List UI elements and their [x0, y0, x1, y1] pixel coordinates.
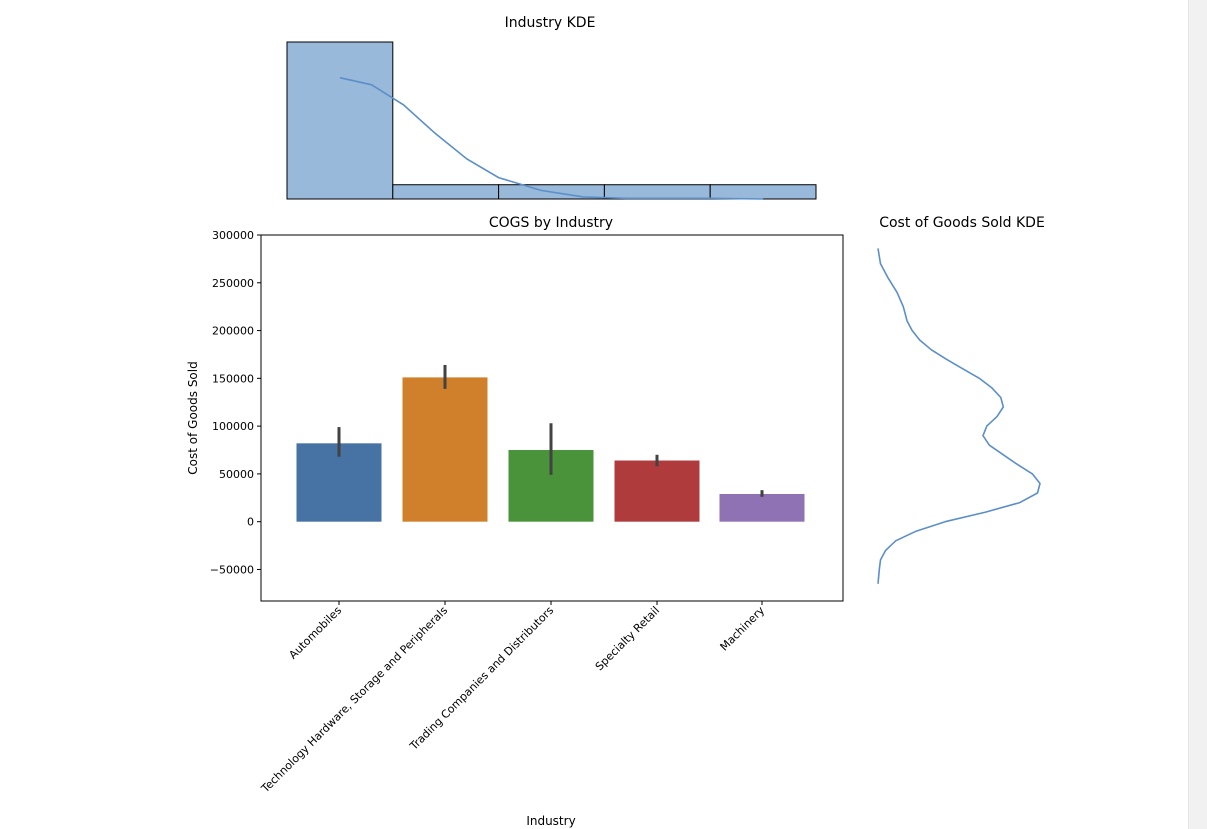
- y-tick-label: 150000: [212, 372, 254, 385]
- cogs-kde-line: [877, 248, 1041, 584]
- y-axis-label: Cost of Goods Sold: [186, 361, 200, 474]
- bar-4: [614, 460, 700, 522]
- scrollbar[interactable]: [1188, 0, 1207, 829]
- industry-kde-panel: Industry KDE: [286, 15, 817, 200]
- bar-chart-title: COGS by Industry: [489, 215, 613, 231]
- y-tick-label: 50000: [219, 468, 254, 481]
- bar-2: [402, 377, 488, 522]
- cogs-kde-panel: Cost of Goods Sold KDE: [877, 215, 1045, 584]
- x-axis-label: Industry: [526, 814, 575, 828]
- hist-bar: [603, 184, 711, 200]
- y-tick-label: 200000: [212, 325, 254, 338]
- y-tick-label: 300000: [212, 229, 254, 242]
- hist-title: Industry KDE: [505, 15, 596, 31]
- y-tick-label: 100000: [212, 420, 254, 433]
- x-tick-label: Specialty Retail: [593, 604, 662, 673]
- x-tick-label: Machinery: [718, 604, 768, 654]
- hist-bar: [392, 184, 500, 200]
- hist-bar: [286, 41, 394, 200]
- x-tick-label: Technology Hardware, Storage and Periphe…: [258, 604, 450, 796]
- cogs-bar-chart: COGS by Industry −50000 0 50000 100000 15000…: [186, 215, 844, 828]
- y-tick-label: −50000: [210, 563, 254, 576]
- kde-title: Cost of Goods Sold KDE: [879, 215, 1045, 231]
- y-tick-label: 0: [247, 516, 254, 529]
- hist-bar: [709, 184, 817, 200]
- y-tick-label: 250000: [212, 277, 254, 290]
- bar-5: [719, 493, 805, 522]
- hist-kde-line: [339, 76, 764, 200]
- x-tick-label: Automobiles: [286, 604, 344, 662]
- plot-frame: [260, 234, 844, 602]
